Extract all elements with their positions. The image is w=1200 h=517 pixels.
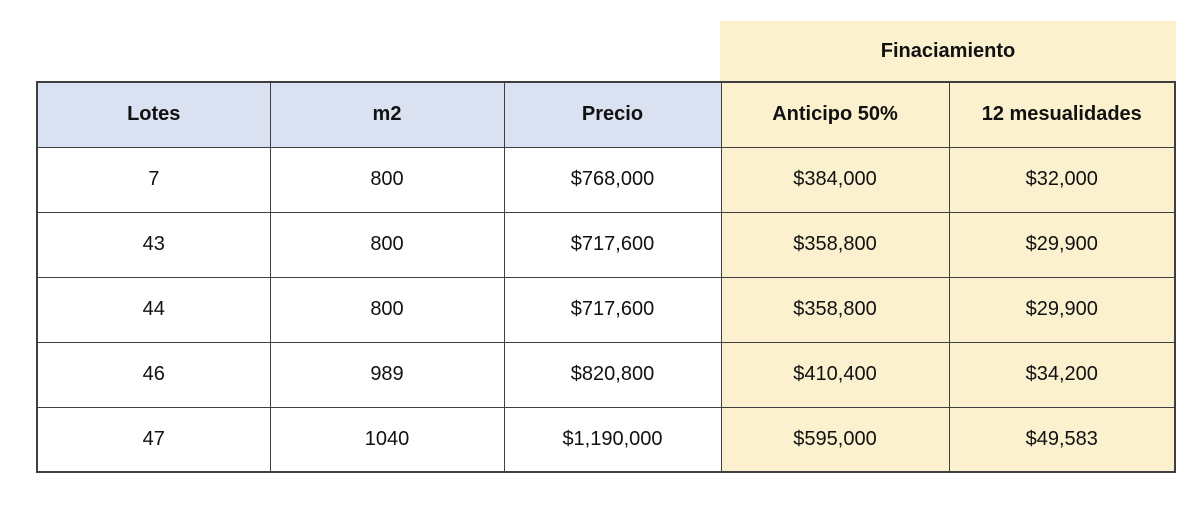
- table-cell-mensualidad: $29,900: [948, 211, 1176, 278]
- table-cell-m2: 800: [269, 146, 505, 213]
- table-cell-precio: $717,600: [503, 276, 722, 343]
- table-header-row: Lotes m2 Precio Anticipo 50% 12 mesualid…: [36, 81, 1176, 148]
- column-header-anticipo: Anticipo 50%: [720, 81, 950, 148]
- table-cell-anticipo: $410,400: [720, 341, 950, 408]
- table-cell-precio: $768,000: [503, 146, 722, 213]
- table-cell-lote: 7: [36, 146, 271, 213]
- table-cell-mensualidad: $34,200: [948, 341, 1176, 408]
- table-row: 47 1040 $1,190,000 $595,000 $49,583: [36, 406, 1176, 473]
- table-cell-m2: 800: [269, 211, 505, 278]
- table-cell-lote: 47: [36, 406, 271, 473]
- table-row: 7 800 $768,000 $384,000 $32,000: [36, 146, 1176, 213]
- table-cell-m2: 800: [269, 276, 505, 343]
- table-cell-m2: 1040: [269, 406, 505, 473]
- financing-group-label: Finaciamiento: [880, 40, 1016, 62]
- table-cell-anticipo: $358,800: [720, 211, 950, 278]
- column-header-mensualidades: 12 mesualidades: [948, 81, 1176, 148]
- column-header-precio: Precio: [503, 81, 722, 148]
- table-cell-precio: $1,190,000: [503, 406, 722, 473]
- table-cell-precio: $717,600: [503, 211, 722, 278]
- column-header-lotes: Lotes: [36, 81, 271, 148]
- table-cell-anticipo: $595,000: [720, 406, 950, 473]
- table-cell-anticipo: $358,800: [720, 276, 950, 343]
- table-cell-mensualidad: $32,000: [948, 146, 1176, 213]
- table-cell-mensualidad: $29,900: [948, 276, 1176, 343]
- table-cell-lote: 44: [36, 276, 271, 343]
- table-cell-m2: 989: [269, 341, 505, 408]
- column-header-m2: m2: [269, 81, 505, 148]
- table-cell-anticipo: $384,000: [720, 146, 950, 213]
- table-cell-lote: 46: [36, 341, 271, 408]
- table-row: 46 989 $820,800 $410,400 $34,200: [36, 341, 1176, 408]
- lots-pricing-table: Lotes m2 Precio Anticipo 50% 12 mesualid…: [36, 81, 1176, 473]
- table-row: 43 800 $717,600 $358,800 $29,900: [36, 211, 1176, 278]
- financing-group-header: Finaciamiento: [720, 21, 1176, 82]
- table-cell-lote: 43: [36, 211, 271, 278]
- table-cell-mensualidad: $49,583: [948, 406, 1176, 473]
- table-cell-precio: $820,800: [503, 341, 722, 408]
- table-row: 44 800 $717,600 $358,800 $29,900: [36, 276, 1176, 343]
